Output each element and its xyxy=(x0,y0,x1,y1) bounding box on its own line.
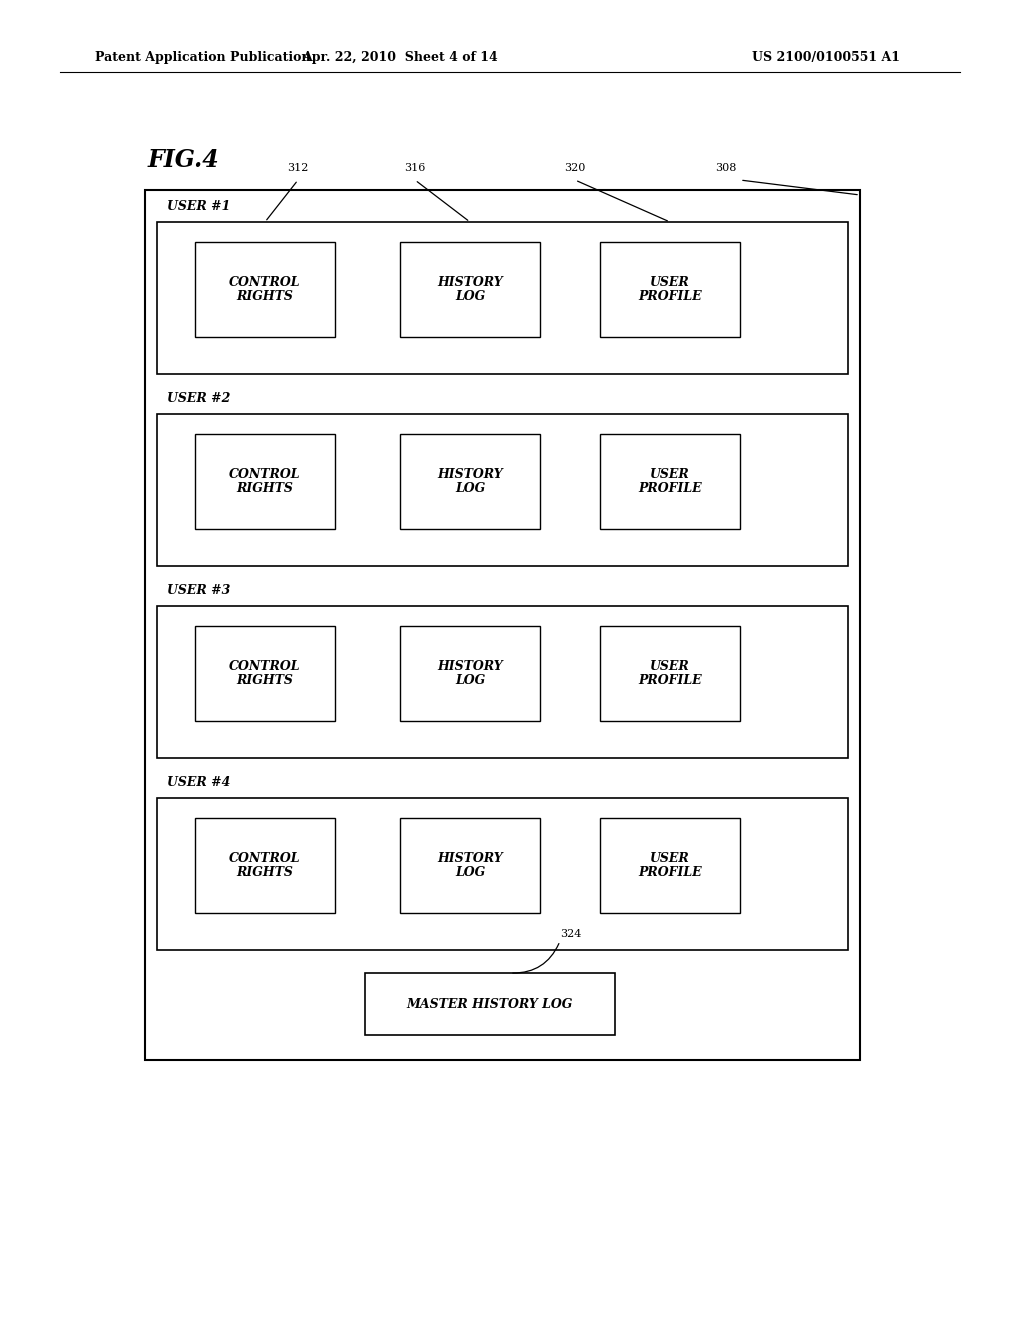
Text: CONTROL
RIGHTS: CONTROL RIGHTS xyxy=(229,467,301,495)
Text: 312: 312 xyxy=(288,162,308,173)
Text: USER #2: USER #2 xyxy=(167,392,230,405)
Text: US 2100/0100551 A1: US 2100/0100551 A1 xyxy=(752,51,900,65)
Text: USER
PROFILE: USER PROFILE xyxy=(638,660,701,688)
Text: 308: 308 xyxy=(715,162,736,173)
Bar xyxy=(600,818,740,913)
Bar xyxy=(400,434,540,529)
Bar xyxy=(157,799,848,950)
Text: MASTER HISTORY LOG: MASTER HISTORY LOG xyxy=(407,998,573,1011)
Text: USER #4: USER #4 xyxy=(167,776,230,789)
Text: 316: 316 xyxy=(404,162,426,173)
Bar xyxy=(400,626,540,721)
Bar xyxy=(365,973,615,1035)
Text: USER
PROFILE: USER PROFILE xyxy=(638,851,701,879)
Text: CONTROL
RIGHTS: CONTROL RIGHTS xyxy=(229,851,301,879)
Bar xyxy=(400,242,540,337)
Bar xyxy=(157,606,848,758)
Bar xyxy=(600,242,740,337)
Bar xyxy=(157,222,848,374)
Bar xyxy=(600,434,740,529)
Bar xyxy=(195,818,335,913)
Text: Patent Application Publication: Patent Application Publication xyxy=(95,51,310,65)
Bar xyxy=(195,242,335,337)
Text: USER
PROFILE: USER PROFILE xyxy=(638,276,701,304)
Bar xyxy=(195,434,335,529)
Text: HISTORY
LOG: HISTORY LOG xyxy=(437,467,503,495)
Text: CONTROL
RIGHTS: CONTROL RIGHTS xyxy=(229,660,301,688)
Text: USER #3: USER #3 xyxy=(167,583,230,597)
Text: USER
PROFILE: USER PROFILE xyxy=(638,467,701,495)
Text: USER #1: USER #1 xyxy=(167,201,230,213)
Text: FIG.4: FIG.4 xyxy=(148,148,220,172)
Text: 324: 324 xyxy=(560,929,582,939)
Text: 320: 320 xyxy=(564,162,586,173)
Bar xyxy=(195,626,335,721)
Bar xyxy=(400,818,540,913)
Text: HISTORY
LOG: HISTORY LOG xyxy=(437,660,503,688)
Text: CONTROL
RIGHTS: CONTROL RIGHTS xyxy=(229,276,301,304)
Bar xyxy=(600,626,740,721)
Text: HISTORY
LOG: HISTORY LOG xyxy=(437,276,503,304)
Text: HISTORY
LOG: HISTORY LOG xyxy=(437,851,503,879)
Text: Apr. 22, 2010  Sheet 4 of 14: Apr. 22, 2010 Sheet 4 of 14 xyxy=(302,51,498,65)
Bar xyxy=(157,414,848,566)
Bar xyxy=(145,190,860,1060)
